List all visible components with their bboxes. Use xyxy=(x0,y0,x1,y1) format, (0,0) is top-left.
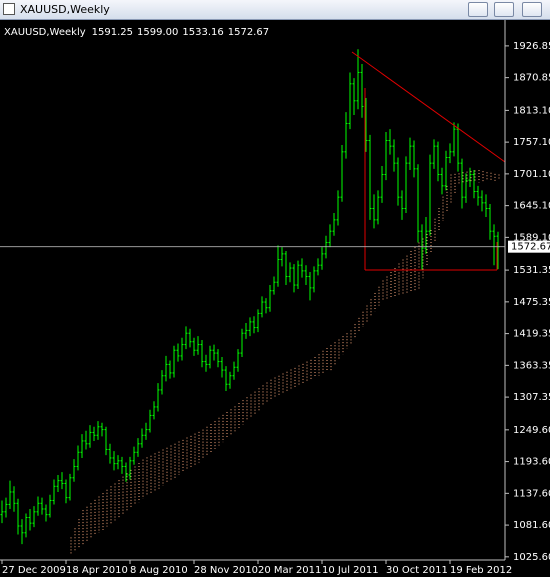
y-tick-label: 1419.35 xyxy=(513,329,550,340)
chart-header: XAUUSD,Weekly 1591.25 1599.00 1533.16 1572.6… xyxy=(4,27,269,38)
symbol-label: XAUUSD,Weekly xyxy=(4,27,86,38)
y-tick-label: 1757.10 xyxy=(513,137,550,148)
maximize-button[interactable] xyxy=(494,2,514,17)
y-tick-label: 1307.35 xyxy=(513,392,550,403)
chart: XAUUSD,Weekly 1591.25 1599.00 1533.16 1572.6… xyxy=(0,20,550,577)
price-marker-box xyxy=(508,240,550,253)
y-tick-label: 1701.10 xyxy=(513,169,550,180)
y-tick-label: 1645.10 xyxy=(513,201,550,212)
minimize-button[interactable] xyxy=(468,2,488,17)
x-tick-label: 18 Apr 2010 xyxy=(66,565,128,576)
y-tick-label: 1025.60 xyxy=(513,552,550,563)
window-title-bar: XAUUSD,Weekly xyxy=(0,0,550,20)
y-tick-label: 1870.85 xyxy=(513,73,550,84)
y-tick-label: 1813.10 xyxy=(513,105,550,116)
trend-line xyxy=(351,51,506,163)
last-high: 1599.00 xyxy=(137,27,178,38)
y-tick-label: 1363.35 xyxy=(513,360,550,371)
y-tick-label: 1137.60 xyxy=(513,488,550,499)
window-title: XAUUSD,Weekly xyxy=(20,3,110,16)
y-tick-label: 1475.35 xyxy=(513,297,550,308)
y-tick-label: 1589.10 xyxy=(513,232,550,243)
x-tick-label: 20 Mar 2011 xyxy=(258,565,321,576)
bar-layer xyxy=(0,49,500,545)
x-tick-label: 30 Oct 2011 xyxy=(386,565,448,576)
x-tick-label: 8 Aug 2010 xyxy=(130,565,188,576)
last-low: 1533.16 xyxy=(182,27,223,38)
y-tick-label: 1193.60 xyxy=(513,457,550,468)
x-tick-label: 19 Feb 2012 xyxy=(450,565,512,576)
x-tick-label: 10 Jul 2011 xyxy=(322,565,379,576)
y-tick-label: 1926.85 xyxy=(513,41,550,52)
cloud-layer xyxy=(70,169,500,555)
last-close: 1572.67 xyxy=(228,27,269,38)
y-tick-label: 1081.60 xyxy=(513,520,550,531)
window-icon xyxy=(3,3,15,15)
close-button[interactable] xyxy=(522,2,542,17)
x-tick-label: 28 Nov 2010 xyxy=(194,565,258,576)
y-tick-label: 1531.35 xyxy=(513,265,550,276)
x-tick-label: 27 Dec 2009 xyxy=(2,565,66,576)
last-open: 1591.25 xyxy=(92,27,133,38)
price-marker-label: 1572.67 xyxy=(511,242,550,253)
y-tick-label: 1249.60 xyxy=(513,425,550,436)
chart-background xyxy=(0,20,550,577)
